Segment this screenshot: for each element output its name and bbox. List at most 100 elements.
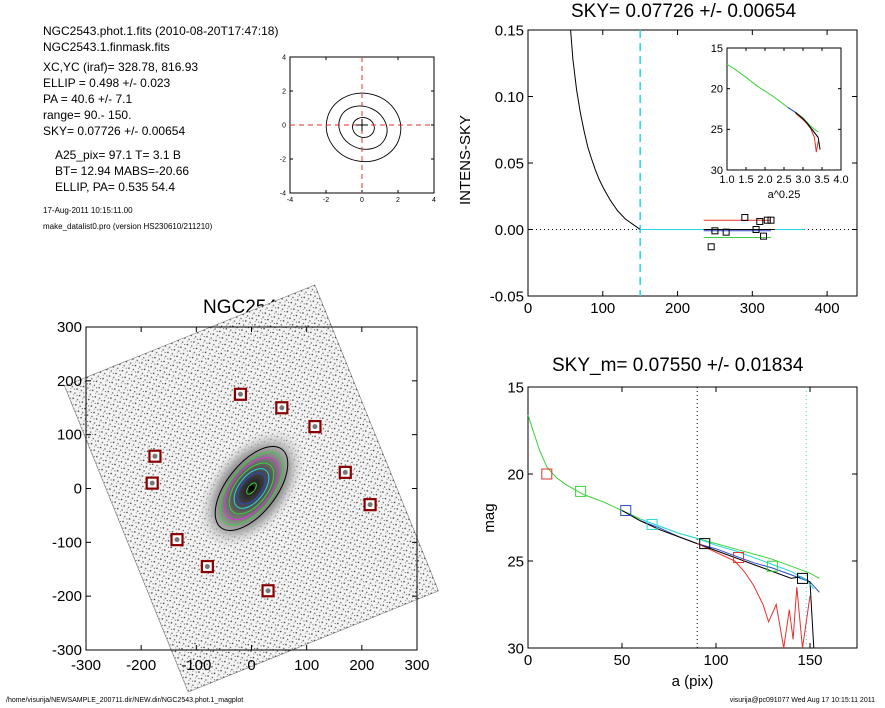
sky-m-title: SKY_m= 0.07550 +/- 0.01834	[552, 355, 804, 376]
header-filename: NGC2543.phot.1.fits (2010-08-20T17:47:18…	[43, 24, 279, 38]
profile-marker-box	[699, 538, 711, 550]
header-program: make_datalist0.pro (version HS230610/211…	[43, 222, 213, 231]
sky-m-panel: 0 50 100 150 15 20 25 30 mag a (pix)	[481, 379, 858, 690]
x-tick-label: 0	[360, 197, 364, 204]
header-range: range= 90.- 150.	[43, 108, 132, 122]
x-tick-label: 2.5	[776, 174, 791, 186]
masked-star	[204, 564, 210, 570]
x-tick-label: 100	[590, 300, 615, 317]
intens-sky-panel: 0 100 200 300 400 -0.05 0.00 0.05 0.10 0.15 INTENS…	[457, 22, 858, 317]
y-tick-label: -4	[280, 190, 286, 197]
y-tick-label: 0	[282, 122, 286, 129]
y-tick-label: 0.15	[495, 22, 524, 39]
sky-sample-box	[760, 232, 768, 240]
header-ellip-pa: ELLIP, PA= 0.535 54.4	[55, 180, 175, 194]
x-tick-label: 50	[614, 652, 631, 669]
x-tick-label: -300	[71, 657, 101, 674]
x-tick-label: 4.0	[833, 174, 848, 186]
header-sky: SKY= 0.07726 +/- 0.00654	[43, 124, 186, 138]
intensity-profile-line	[570, 29, 641, 230]
sky-sample-box	[722, 228, 730, 236]
header-mask-file: NGC2543.1.finmask.fits	[43, 40, 170, 54]
x-tick-label: -2	[323, 197, 329, 204]
x-tick-label: 0	[524, 652, 532, 669]
sky-sample-box	[767, 216, 775, 224]
x-tick-label: -100	[181, 657, 211, 674]
isophote-ellipse	[228, 462, 275, 515]
y-tick-label: 300	[57, 319, 82, 336]
y-tick-label: 25	[711, 124, 723, 136]
contour-line	[352, 117, 375, 138]
inset-series-green	[726, 63, 819, 133]
y-tick-label: 0.05	[495, 155, 524, 172]
inset-background	[727, 48, 841, 170]
profile-marker-box	[733, 552, 745, 564]
y-tick-label: 0.00	[495, 222, 524, 239]
contour-line	[325, 92, 402, 163]
x-tick-label: 4	[432, 197, 436, 204]
x-tick-label: 200	[665, 300, 690, 317]
y-tick-label: -300	[52, 642, 82, 659]
footer-path: /home/visurija/NEWSAMPLE_200711.dir/NEW.…	[6, 697, 244, 704]
profile-series-red	[696, 543, 811, 649]
header-bt: BT= 12.94 MABS=-20.66	[55, 164, 190, 178]
y-tick-label: 15	[507, 379, 524, 396]
x-tick-label: 1.0	[719, 174, 734, 186]
x-tick-label: 0	[247, 657, 255, 674]
y-tick-label: 200	[57, 373, 82, 390]
x-tick-label: 100	[703, 652, 728, 669]
profile-series-cyan	[640, 518, 815, 590]
isophote-ellipse	[214, 445, 289, 532]
y-tick-label: -0.05	[490, 288, 524, 305]
x-tick-label: 400	[815, 300, 840, 317]
y-tick-label: 25	[507, 553, 524, 570]
isophote-ellipse	[246, 482, 257, 495]
x-axis-label: a (pix)	[672, 673, 714, 690]
profile-marker-box	[541, 468, 553, 480]
header-ellip: ELLIP = 0.498 +/- 0.023	[43, 76, 171, 90]
sky-sample-box	[756, 218, 764, 226]
center-contour-panel: -4 -2 0 2 4 -4 -2 0 2 4	[280, 54, 436, 204]
y-tick-label: 20	[507, 466, 524, 483]
y-tick-label: 0.10	[495, 89, 524, 106]
masked-star	[312, 424, 318, 430]
header-date: 17-Aug-2011 10:15:11.00	[43, 206, 133, 215]
contour-line	[338, 105, 388, 150]
y-tick-label: 15	[711, 43, 723, 55]
masked-star	[342, 469, 348, 475]
x-tick-label: 200	[349, 657, 374, 674]
header-a25: A25_pix= 97.1 T= 3.1 B	[55, 148, 181, 162]
x-tick-label: 300	[740, 300, 765, 317]
inset-series-black	[795, 111, 821, 150]
isophote-ellipse	[219, 451, 284, 526]
galaxy-nucleus	[248, 485, 255, 492]
y-tick-label: 0	[74, 481, 82, 498]
x-tick-label: 2.0	[757, 174, 772, 186]
x-tick-label: 100	[294, 657, 319, 674]
isophote-ellipse	[233, 468, 270, 509]
y-tick-label: 20	[711, 84, 723, 96]
masked-star	[367, 502, 373, 508]
x-tick-label: 2	[396, 197, 400, 204]
profile-series-blue	[621, 510, 820, 593]
profile-marker-box	[796, 572, 808, 584]
sky-sample-box	[711, 227, 719, 235]
masked-star	[237, 391, 243, 397]
plot-frame	[527, 386, 858, 649]
x-tick-label: 1.5	[738, 174, 753, 186]
masked-star	[279, 405, 285, 411]
masked-star	[149, 480, 155, 486]
masked-star	[265, 588, 271, 594]
y-tick-label: -2	[280, 156, 286, 163]
y-tick-label: 30	[507, 640, 524, 657]
inset-x-label: a^0.25	[768, 189, 801, 201]
y-tick-label: -200	[52, 588, 82, 605]
y-axis-label: mag	[481, 503, 498, 532]
masked-star	[152, 453, 158, 459]
sky-sample-box	[752, 226, 760, 233]
sky-sample-box	[763, 216, 771, 224]
x-tick-label: -4	[287, 197, 293, 204]
x-tick-label: 150	[797, 652, 822, 669]
header-pa: PA = 40.6 +/- 7.1	[43, 92, 133, 106]
